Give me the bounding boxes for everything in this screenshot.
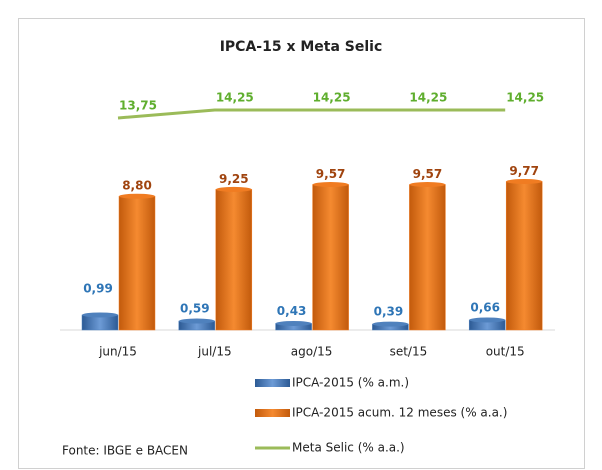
bar-cap [82,312,118,318]
bar [505,181,543,331]
legend-swatch [255,379,290,387]
bar-cap [372,321,409,327]
value-label: 14,25 [409,91,447,105]
chart-border [18,18,585,469]
bar [312,184,349,331]
x-tick-label: jun/15 [98,345,137,359]
value-label: 9,57 [316,167,346,181]
source-note: Fonte: IBGE e BACEN [62,444,188,458]
legend-label: IPCA-2015 (% a.m.) [292,376,409,390]
x-tick-label: set/15 [390,345,428,359]
legend-label: IPCA-2015 acum. 12 meses (% a.a.) [292,406,507,420]
bar [118,195,156,331]
value-label: 0,99 [83,281,113,295]
bar-cap [506,178,543,184]
value-label: 0,43 [277,304,307,318]
line-series [117,108,506,120]
value-label: 9,57 [413,167,443,181]
x-tick-label: ago/15 [291,345,333,359]
bar-cap [409,182,446,188]
x-tick-label: jul/15 [197,345,232,359]
bar-cap [178,318,215,324]
legend-label: Meta Selic (% a.a.) [292,441,405,455]
value-label: 0,59 [180,302,210,316]
value-label: 9,77 [509,164,539,178]
bar [215,189,253,331]
value-label: 9,25 [219,172,249,186]
bar-cap [119,193,155,199]
value-label: 0,66 [470,300,500,314]
chart-title: IPCA-15 x Meta Selic [220,39,383,55]
bar-cap [215,186,252,192]
value-label: 8,80 [122,179,152,193]
value-label: 14,25 [313,91,351,105]
legend-swatch [255,409,290,417]
value-label: 14,25 [216,91,254,105]
bar-cap [469,317,506,323]
bar [409,184,446,331]
value-label: 13,75 [119,99,157,113]
value-label: 14,25 [506,91,544,105]
value-label: 0,39 [374,305,404,319]
x-tick-label: out/15 [486,345,525,359]
bar-cap [312,182,349,188]
bar-cap [275,320,312,326]
